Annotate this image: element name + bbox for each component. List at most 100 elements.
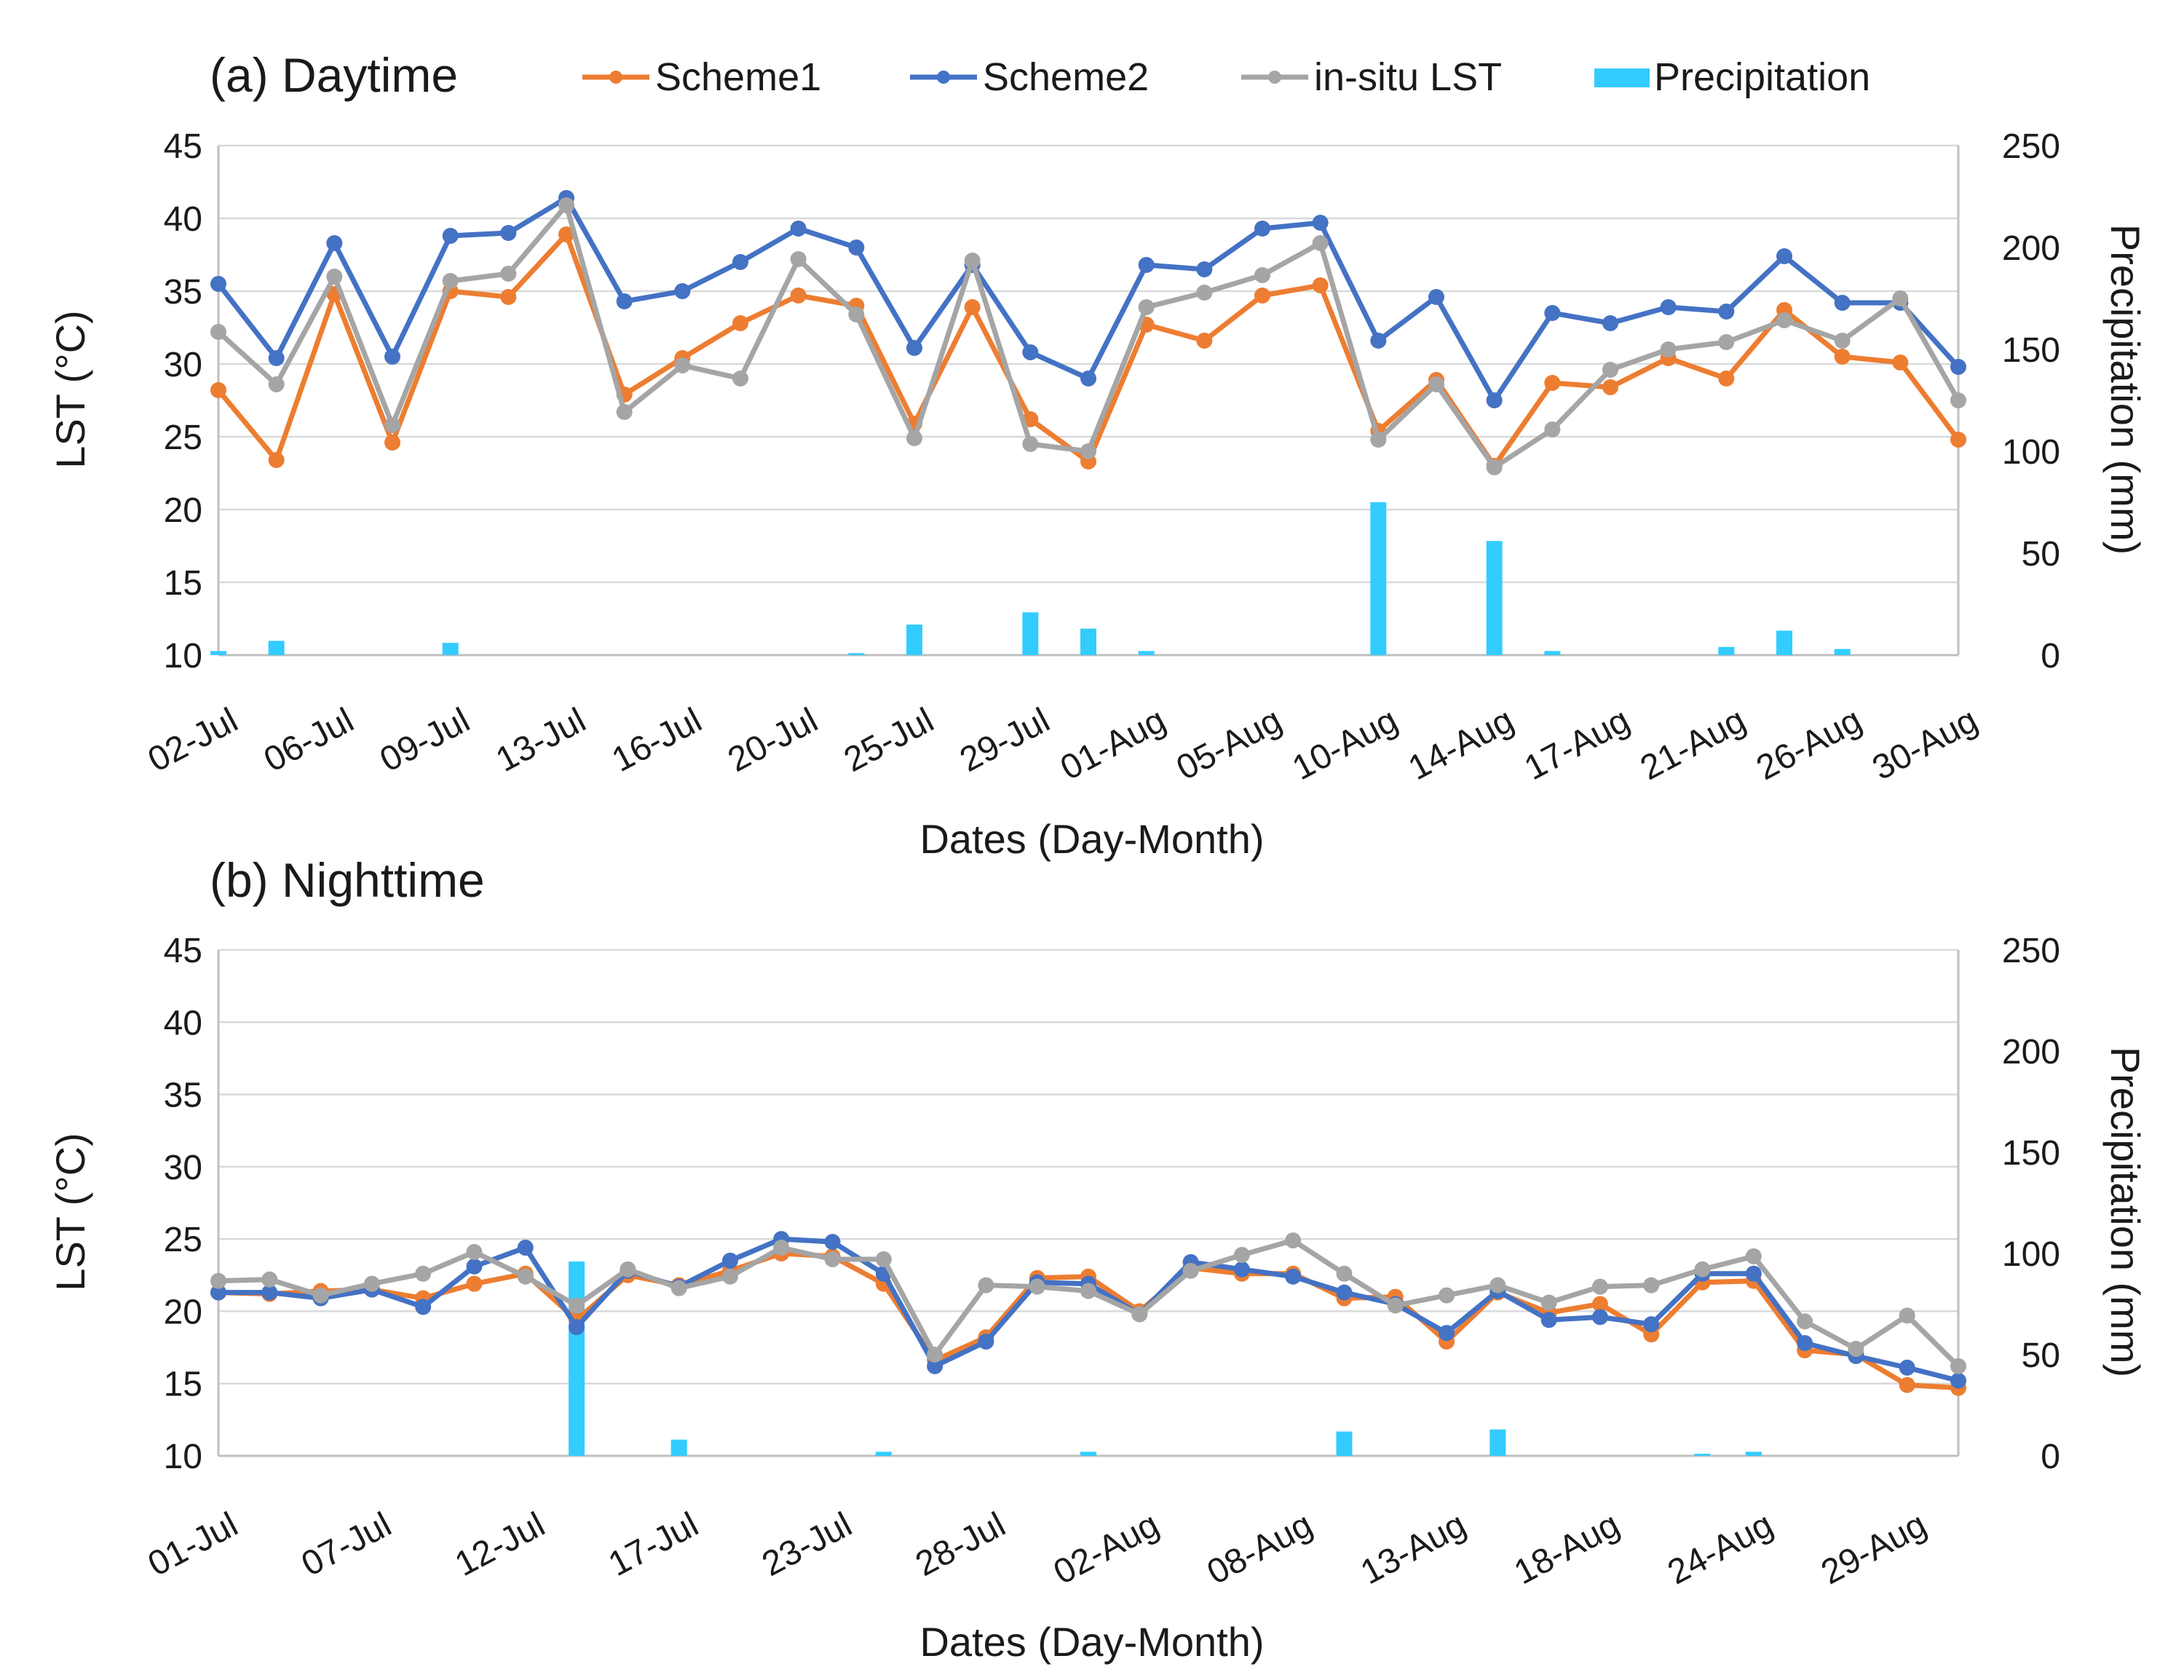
data-point-in-situ-lst (1540, 1294, 1557, 1311)
data-point-in-situ-lst (1848, 1341, 1864, 1358)
data-point-scheme2 (500, 225, 517, 241)
data-point-scheme1 (210, 382, 226, 398)
data-point-in-situ-lst (1387, 1297, 1404, 1314)
data-point-scheme2 (326, 235, 343, 251)
data-point-scheme2 (1312, 215, 1329, 231)
data-point-scheme1 (1718, 371, 1735, 387)
panel-b-ylabel: LST (°C) (47, 1133, 93, 1291)
data-point-scheme2 (927, 1358, 943, 1374)
y-tick-label: 40 (164, 200, 202, 239)
panel-a-ylabel: LST (°C) (47, 310, 93, 468)
data-point-scheme2 (210, 1284, 226, 1301)
data-point-in-situ-lst (1428, 376, 1444, 392)
x-tick-label: 24-Aug (1661, 1505, 1779, 1592)
data-point-in-situ-lst (210, 324, 226, 340)
panel-a-xlabel: Dates (Day-Month) (919, 816, 1264, 862)
legend-item-scheme1: Scheme1 (582, 55, 821, 99)
data-point-scheme2 (466, 1258, 483, 1275)
data-point-in-situ-lst (824, 1251, 841, 1267)
precip-bar (442, 643, 459, 655)
y-tick-label: 20 (164, 491, 202, 530)
data-point-in-situ-lst (1489, 1277, 1506, 1293)
data-point-in-situ-lst (1285, 1232, 1302, 1249)
y-tick-label: 45 (164, 127, 202, 166)
x-tick-label: 16-Jul (606, 701, 708, 780)
data-point-in-situ-lst (1544, 421, 1561, 437)
x-tick-label: 20-Jul (722, 701, 824, 780)
x-tick-label: 08-Aug (1201, 1505, 1319, 1592)
data-point-scheme2 (978, 1334, 994, 1350)
x-tick-label: 28-Jul (909, 1505, 1011, 1584)
data-point-scheme2 (1428, 289, 1444, 305)
y2-tick-label: 150 (2002, 331, 2060, 370)
data-point-scheme2 (906, 340, 922, 356)
precip-bar (1486, 541, 1503, 655)
legend-label-insitu: in-situ LST (1314, 55, 1502, 99)
precip-bar (1336, 1431, 1353, 1456)
y2-tick-label: 200 (2002, 1033, 2060, 1071)
data-point-scheme2 (1196, 261, 1213, 277)
precip-bar (1718, 646, 1735, 655)
data-point-in-situ-lst (1131, 1306, 1148, 1323)
panel-b-xlabel: Dates (Day-Month) (919, 1619, 1264, 1665)
precip-bar (1080, 628, 1096, 655)
data-point-in-situ-lst (1312, 235, 1329, 251)
data-point-scheme1 (1899, 1376, 1915, 1393)
data-point-scheme2 (261, 1284, 278, 1301)
data-point-scheme2 (442, 228, 459, 244)
y2-tick-label: 250 (2002, 932, 2060, 970)
y2-tick-label: 50 (2022, 1336, 2060, 1375)
y-tick-label: 10 (164, 637, 202, 675)
data-point-scheme2 (1950, 359, 1966, 375)
data-point-in-situ-lst (1370, 432, 1387, 448)
y2-tick-label: 150 (2002, 1134, 2060, 1173)
x-tick-label: 07-Jul (296, 1505, 397, 1584)
data-point-scheme1 (1602, 379, 1618, 395)
x-tick-label: 17-Jul (602, 1505, 704, 1584)
data-point-in-situ-lst (732, 371, 748, 387)
x-tick-label: 18-Aug (1508, 1505, 1626, 1592)
data-point-scheme2 (790, 221, 807, 237)
data-point-scheme2 (517, 1240, 534, 1256)
data-point-in-situ-lst (674, 357, 691, 373)
data-point-in-situ-lst (1950, 1358, 1966, 1374)
series-line-scheme2 (218, 1236, 1959, 1384)
data-point-scheme2 (824, 1234, 841, 1251)
data-point-in-situ-lst (517, 1268, 534, 1285)
data-point-scheme1 (790, 288, 807, 304)
data-point-scheme2 (1745, 1265, 1762, 1282)
data-point-scheme1 (1950, 432, 1966, 448)
data-point-scheme2 (1591, 1309, 1608, 1326)
legend-item-precipitation: Precipitation (1594, 55, 1870, 99)
data-point-in-situ-lst (906, 430, 922, 446)
x-tick-label: 25-Jul (838, 701, 940, 780)
y2-tick-label: 100 (2002, 433, 2060, 472)
panel-a-y2label: Precipitation (mm) (2102, 224, 2148, 555)
data-point-in-situ-lst (1233, 1246, 1250, 1263)
x-tick-label: 02-Jul (142, 701, 244, 780)
data-point-scheme2 (1718, 304, 1735, 320)
x-tick-label: 13-Aug (1355, 1505, 1473, 1592)
data-point-in-situ-lst (1694, 1261, 1711, 1277)
data-point-scheme2 (1899, 1359, 1915, 1376)
y-tick-label: 40 (164, 1004, 202, 1042)
x-tick-label: 29-Jul (954, 701, 1056, 780)
y2-tick-label: 50 (2022, 535, 2060, 574)
data-point-scheme2 (616, 293, 633, 309)
series-line-in-situ-lst (216, 202, 1961, 470)
data-point-in-situ-lst (558, 197, 574, 213)
data-point-scheme2 (1544, 305, 1561, 321)
data-point-in-situ-lst (261, 1271, 278, 1288)
data-point-in-situ-lst (415, 1265, 432, 1282)
data-point-scheme2 (848, 239, 865, 255)
y-tick-label: 10 (164, 1438, 202, 1476)
data-point-in-situ-lst (964, 253, 981, 269)
x-tick-label: 05-Aug (1171, 701, 1289, 788)
data-point-scheme1 (732, 315, 748, 331)
precip-bar (1022, 612, 1039, 655)
data-point-in-situ-lst (1899, 1307, 1915, 1324)
data-point-in-situ-lst (210, 1272, 226, 1289)
x-tick-label: 10-Aug (1286, 701, 1404, 788)
data-point-scheme2 (210, 276, 226, 292)
data-point-scheme2 (268, 350, 285, 366)
